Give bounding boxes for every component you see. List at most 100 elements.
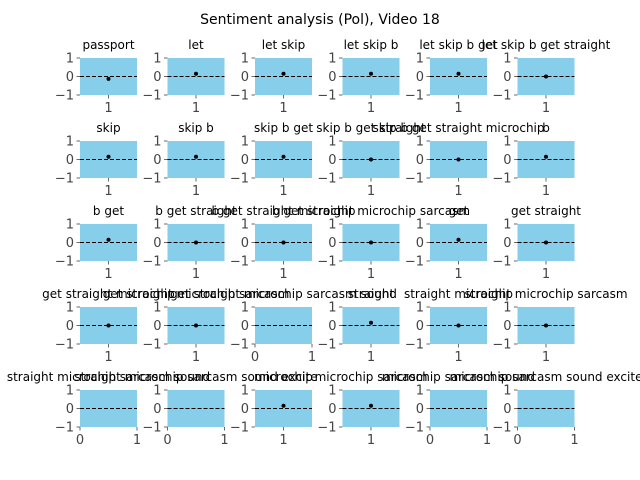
y-tick-label: 0 <box>66 70 74 85</box>
subplot-panel: 1 0 −1 1 skip b get <box>230 121 314 199</box>
data-point <box>106 237 111 242</box>
y-tick-label: 1 <box>328 301 336 316</box>
y-tick-label: −1 <box>142 255 161 270</box>
data-point <box>194 154 198 159</box>
y-tick-label: −1 <box>317 338 336 353</box>
y-tick-label: 1 <box>416 384 424 399</box>
y-tick-label: 1 <box>66 52 74 67</box>
subplot-panel: 10−11b get straight <box>142 204 237 282</box>
x-tick-label: 1 <box>192 101 200 116</box>
subplot-title: b <box>542 121 550 135</box>
subplot-panel: 1 0 −1 1 straight <box>317 287 400 365</box>
subplot-title: let skip b get <box>419 38 498 52</box>
x-tick-label: 1 <box>279 184 287 199</box>
y-tick-label: −1 <box>405 255 424 270</box>
x-tick-label: 1 <box>542 350 550 365</box>
data-point <box>369 240 373 245</box>
data-point <box>544 323 548 328</box>
data-point <box>194 240 198 245</box>
y-tick-label: −1 <box>142 421 161 436</box>
y-tick-label: 0 <box>153 70 161 85</box>
y-tick-label: 1 <box>503 52 511 67</box>
data-point <box>194 323 198 328</box>
y-tick-label: 1 <box>416 52 424 67</box>
y-tick-label: 0 <box>328 70 336 85</box>
y-tick-label: 1 <box>153 384 161 399</box>
x-tick-label: 0 <box>76 433 84 448</box>
subplot-panel: 1 0 −1 1 skip <box>55 121 137 199</box>
y-tick-label: 0 <box>328 236 336 251</box>
y-tick-label: −1 <box>55 89 74 104</box>
y-tick-label: 0 <box>153 402 161 417</box>
y-tick-label: 1 <box>416 301 424 316</box>
subplot-title: b get straight microchip <box>211 204 355 218</box>
subplot-title: b get straight <box>155 204 237 218</box>
subplot-title: let skip <box>262 38 305 52</box>
subplot-title: microchip sarcasm <box>315 370 428 384</box>
y-tick-label: 0 <box>503 153 511 168</box>
y-tick-label: 0 <box>66 153 74 168</box>
y-tick-label: 1 <box>416 135 424 150</box>
y-tick-label: 1 <box>328 384 336 399</box>
x-tick-label: 1 <box>454 350 462 365</box>
x-tick-label: 1 <box>279 101 287 116</box>
x-tick-label: 1 <box>367 184 375 199</box>
data-point <box>544 154 548 159</box>
y-tick-label: −1 <box>317 421 336 436</box>
y-tick-label: 0 <box>328 153 336 168</box>
y-tick-label: −1 <box>230 421 249 436</box>
subplot-title: get <box>449 204 469 218</box>
x-tick-label: 1 <box>279 267 287 282</box>
data-point <box>106 154 111 159</box>
y-tick-label: −1 <box>55 172 74 187</box>
x-tick-label: 0 <box>513 433 521 448</box>
y-tick-label: −1 <box>230 89 249 104</box>
data-point <box>281 71 286 76</box>
x-tick-label: 0 <box>426 433 434 448</box>
y-tick-label: −1 <box>405 172 424 187</box>
x-tick-label: 1 <box>367 267 375 282</box>
y-tick-label: 1 <box>416 218 424 233</box>
data-point <box>369 320 373 325</box>
subplot-title: get straight microchip sarcasm sound <box>170 287 397 301</box>
y-tick-label: 1 <box>66 384 74 399</box>
subplot-title: straight microchip <box>404 287 513 301</box>
y-tick-label: 0 <box>241 236 249 251</box>
x-tick-label: 0 <box>251 350 259 365</box>
y-tick-label: 1 <box>328 218 336 233</box>
y-tick-label: 0 <box>416 319 424 334</box>
x-tick-label: 1 <box>279 433 287 448</box>
y-tick-label: −1 <box>230 172 249 187</box>
y-tick-label: 1 <box>66 218 74 233</box>
x-tick-label: 1 <box>367 101 375 116</box>
data-point <box>106 76 111 81</box>
y-tick-label: 0 <box>328 319 336 334</box>
y-tick-label: −1 <box>142 89 161 104</box>
x-tick-label: 1 <box>542 267 550 282</box>
y-tick-label: −1 <box>317 255 336 270</box>
y-tick-label: 1 <box>241 135 249 150</box>
subplot-panel: 1 0 −1 1 let skip b <box>317 38 400 116</box>
subplot-title: straight microchip sarcasm sound <box>7 370 210 384</box>
subplot-title: let skip b get straight <box>482 38 611 52</box>
y-tick-label: 1 <box>241 218 249 233</box>
y-tick-label: 0 <box>241 402 249 417</box>
subplot-title: microchip <box>254 370 313 384</box>
data-point <box>456 157 461 162</box>
y-tick-label: −1 <box>230 255 249 270</box>
x-tick-label: 1 <box>192 184 200 199</box>
subplot-panel: 1 0 −1 1 b <box>492 121 575 199</box>
y-tick-label: 0 <box>153 319 161 334</box>
x-tick-label: 1 <box>570 433 578 448</box>
subplot-panel: 10−11b get straight microchip <box>211 204 355 282</box>
